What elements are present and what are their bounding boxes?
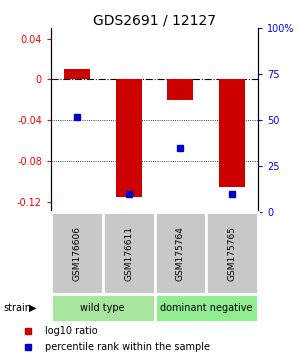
Bar	[219, 79, 245, 187]
Text: wild type: wild type	[80, 303, 125, 313]
Text: GSM176606: GSM176606	[72, 225, 81, 281]
Bar	[167, 79, 193, 100]
Bar	[64, 69, 90, 79]
Text: strain: strain	[3, 303, 31, 313]
FancyBboxPatch shape	[51, 212, 103, 294]
Text: ▶: ▶	[28, 303, 36, 313]
FancyBboxPatch shape	[51, 294, 154, 322]
Text: percentile rank within the sample: percentile rank within the sample	[45, 342, 210, 352]
Text: GSM176611: GSM176611	[124, 225, 133, 281]
FancyBboxPatch shape	[154, 294, 258, 322]
Text: log10 ratio: log10 ratio	[45, 326, 97, 336]
Text: dominant negative: dominant negative	[160, 303, 253, 313]
FancyBboxPatch shape	[206, 212, 258, 294]
Text: GSM175764: GSM175764	[176, 225, 185, 281]
Text: GSM175765: GSM175765	[228, 225, 237, 281]
FancyBboxPatch shape	[154, 212, 206, 294]
Bar	[116, 79, 142, 197]
Title: GDS2691 / 12127: GDS2691 / 12127	[93, 13, 216, 27]
FancyBboxPatch shape	[103, 212, 154, 294]
